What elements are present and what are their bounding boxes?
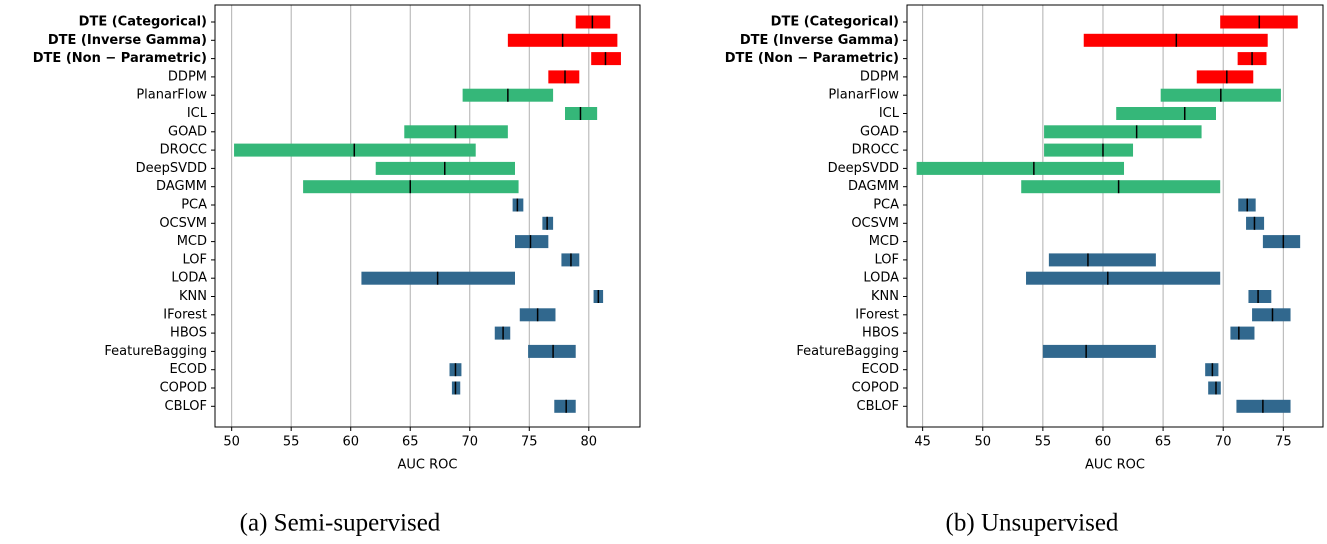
range-bar [1208, 381, 1221, 395]
x-axis-label: AUC ROC [1085, 458, 1145, 473]
y-tick-label: CBLOF [165, 399, 208, 414]
y-tick-label: PCA [873, 198, 899, 213]
y-tick-label: DROCC [160, 143, 207, 158]
x-tick-label: 45 [914, 435, 931, 450]
x-tick-label: 55 [1035, 435, 1052, 450]
y-tick-label: IForest [855, 307, 899, 322]
range-bar [515, 235, 549, 249]
x-tick-label: 80 [581, 435, 598, 450]
y-tick-label: MCD [869, 234, 899, 249]
range-bar [1044, 143, 1134, 157]
x-tick-label: 70 [1215, 435, 1232, 450]
caption: (b) Unsupervised [946, 510, 1119, 537]
y-tick-label: HBOS [862, 326, 899, 341]
y-tick-label: GOAD [168, 124, 207, 139]
y-tick-label: FeatureBagging [104, 344, 207, 359]
y-tick-label: COPOD [852, 381, 899, 396]
range-bar [1116, 107, 1216, 120]
range-bar [1248, 290, 1272, 303]
y-tick-label: PCA [181, 198, 207, 213]
x-tick-label: 75 [521, 435, 538, 450]
y-tick-label: PlanarFlow [136, 88, 207, 103]
y-tick-label: DDPM [168, 69, 207, 84]
x-tick-label: 60 [342, 435, 359, 450]
y-tick-label: ECOD [169, 362, 207, 377]
y-tick-label: LODA [171, 271, 207, 286]
x-tick-label: 65 [402, 435, 419, 450]
y-tick-label: LOF [875, 252, 900, 267]
x-tick-label: 50 [974, 435, 991, 450]
x-axis-label: AUC ROC [398, 458, 458, 473]
range-bar [548, 70, 580, 84]
y-tick-label: DTE (Categorical) [771, 15, 899, 30]
y-tick-label: DTE (Categorical) [79, 15, 207, 30]
y-tick-label: FeatureBagging [796, 344, 899, 359]
range-bar [1196, 70, 1254, 84]
y-tick-label: MCD [177, 234, 207, 249]
range-bar [1252, 308, 1291, 322]
y-tick-label: DAGMM [156, 179, 207, 194]
y-tick-label: HBOS [170, 326, 207, 341]
x-tick-label: 70 [461, 435, 478, 450]
range-bar [916, 161, 1125, 175]
y-tick-label: ICL [879, 106, 900, 121]
y-tick-label: DTE (Inverse Gamma) [48, 33, 207, 48]
x-tick-label: 55 [283, 435, 300, 450]
x-tick-label: 50 [223, 435, 240, 450]
range-bar [1044, 125, 1202, 139]
range-bar [1262, 235, 1301, 249]
range-bar [554, 399, 576, 413]
y-tick-label: DTE (Non − Parametric) [725, 51, 899, 66]
range-bar [1048, 253, 1156, 267]
y-tick-label: DDPM [860, 69, 899, 84]
y-tick-label: KNN [179, 289, 207, 304]
y-tick-label: DeepSVDD [828, 161, 899, 176]
y-tick-label: PlanarFlow [828, 88, 899, 103]
range-bar [1042, 344, 1156, 358]
y-tick-label: DAGMM [848, 179, 899, 194]
y-tick-label: DeepSVDD [136, 161, 207, 176]
range-bar [528, 344, 576, 358]
y-tick-label: COPOD [160, 381, 207, 396]
y-tick-label: DTE (Non − Parametric) [33, 51, 207, 66]
y-tick-label: ECOD [861, 362, 899, 377]
y-tick-label: DTE (Inverse Gamma) [740, 33, 899, 48]
x-tick-label: 60 [1095, 435, 1112, 450]
plot-frame [906, 4, 1324, 428]
range-bar [1026, 271, 1221, 285]
caption: (a) Semi-supervised [240, 510, 441, 537]
y-tick-label: OCSVM [851, 216, 899, 231]
y-tick-label: GOAD [860, 124, 899, 139]
range-bar [1230, 326, 1255, 340]
y-tick-label: KNN [871, 289, 899, 304]
range-bar [1021, 180, 1221, 194]
y-tick-label: IForest [163, 307, 207, 322]
x-tick-label: 75 [1275, 435, 1292, 450]
y-tick-label: DROCC [852, 143, 899, 158]
y-tick-label: LOF [183, 252, 208, 267]
y-tick-label: CBLOF [857, 399, 900, 414]
y-tick-label: LODA [863, 271, 899, 286]
y-tick-label: OCSVM [159, 216, 207, 231]
x-tick-label: 65 [1155, 435, 1172, 450]
plot-frame [214, 4, 641, 428]
y-tick-label: ICL [187, 106, 208, 121]
